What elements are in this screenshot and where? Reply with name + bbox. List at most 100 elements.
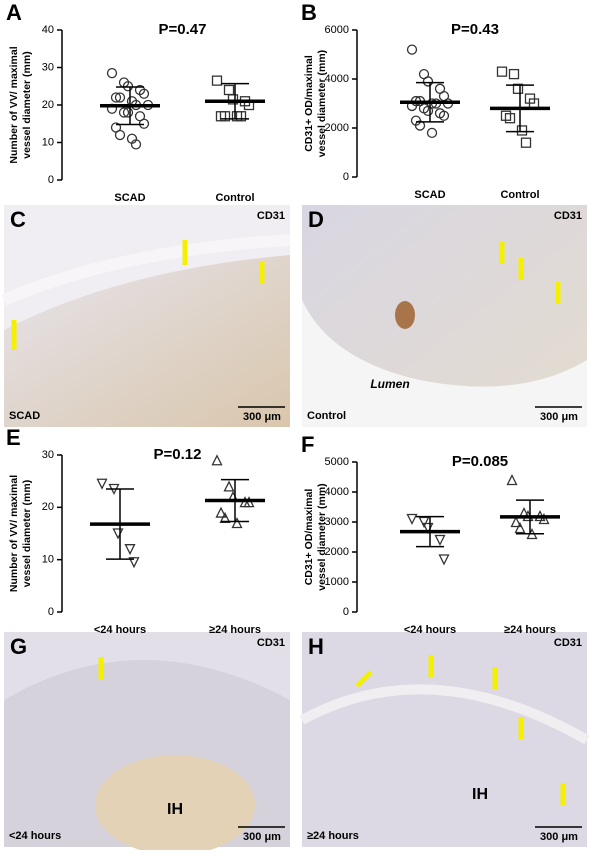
point xyxy=(406,513,418,525)
point xyxy=(434,534,446,546)
y-tick-label: 20 xyxy=(42,501,54,513)
annotation: P=0.12 xyxy=(154,446,202,463)
point xyxy=(496,66,508,77)
annotation: Lumen xyxy=(370,377,409,391)
point xyxy=(516,125,528,136)
panel-letter: D xyxy=(308,207,324,232)
y-axis-label: CD31+ OD/maximal xyxy=(303,489,315,586)
x-tick-label: SCAD xyxy=(414,189,445,201)
x-tick-label: ≥24 hours xyxy=(504,624,556,636)
point xyxy=(106,67,118,79)
y-axis-label: vessel diameter (mm) xyxy=(21,480,33,587)
annotation: IH xyxy=(167,801,183,818)
point xyxy=(506,474,518,486)
point xyxy=(512,83,524,94)
panel-letter: H xyxy=(308,634,324,659)
point xyxy=(110,92,122,103)
x-tick-label: <24 hours xyxy=(404,624,456,636)
condition-label: ≥24 hours xyxy=(307,830,359,842)
annotation: P=0.47 xyxy=(159,21,207,38)
y-tick-label: 0 xyxy=(343,171,349,183)
panel-letter: F xyxy=(301,432,314,457)
point xyxy=(538,513,550,525)
point xyxy=(227,94,239,105)
point xyxy=(223,84,235,96)
x-tick-label: Control xyxy=(500,189,539,201)
point xyxy=(514,522,526,534)
point xyxy=(118,107,130,118)
point xyxy=(422,105,434,116)
scale-label: 300 μm xyxy=(540,411,578,423)
point xyxy=(96,478,108,490)
condition-label: Control xyxy=(307,410,346,422)
y-tick-label: 1000 xyxy=(325,576,349,588)
point xyxy=(112,528,124,540)
panel-letter: C xyxy=(10,207,26,232)
panel-letter: G xyxy=(10,634,27,659)
scale-label: 300 μm xyxy=(540,831,578,843)
micrograph-g xyxy=(4,632,290,855)
y-tick-label: 0 xyxy=(48,174,54,186)
point xyxy=(223,480,235,492)
micrograph-h xyxy=(299,632,590,847)
point xyxy=(211,454,223,466)
y-tick-label: 30 xyxy=(42,61,54,73)
point xyxy=(426,127,438,139)
point xyxy=(422,76,434,87)
point xyxy=(418,516,430,528)
point xyxy=(114,129,126,141)
point xyxy=(231,517,243,529)
point xyxy=(124,544,136,556)
point xyxy=(406,44,418,55)
point xyxy=(235,111,247,122)
annotation: P=0.43 xyxy=(451,21,499,38)
y-tick-label: 4000 xyxy=(325,486,349,498)
condition-label: <24 hours xyxy=(9,830,61,842)
x-tick-label: ≥24 hours xyxy=(209,624,261,636)
panel-letter: A xyxy=(6,0,22,25)
y-tick-label: 4000 xyxy=(325,73,349,85)
scale-label: 300 μm xyxy=(243,831,281,843)
stain-label: CD31 xyxy=(554,210,582,222)
point xyxy=(438,554,450,566)
x-tick-label: <24 hours xyxy=(94,624,146,636)
point xyxy=(414,120,426,131)
y-axis-label: vessel diameter (mm) xyxy=(21,51,33,158)
annotation: IH xyxy=(472,786,488,803)
y-tick-label: 6000 xyxy=(325,24,349,36)
stain-label: CD31 xyxy=(257,210,285,222)
condition-label: SCAD xyxy=(9,410,40,422)
micrograph-c xyxy=(1,205,291,427)
panel-letter: B xyxy=(301,0,317,25)
x-tick-label: SCAD xyxy=(114,192,145,204)
y-tick-label: 3000 xyxy=(325,516,349,528)
y-tick-label: 0 xyxy=(48,606,54,618)
point xyxy=(219,511,231,523)
y-axis-label: CD31+ OD/maximal xyxy=(303,55,315,152)
annotation: P=0.085 xyxy=(452,453,508,470)
panel-letter: E xyxy=(6,425,21,450)
point xyxy=(520,137,532,148)
point xyxy=(122,107,134,118)
point xyxy=(130,139,142,150)
micrograph-d xyxy=(302,205,587,427)
y-tick-label: 10 xyxy=(42,554,54,566)
point xyxy=(508,68,520,80)
y-tick-label: 5000 xyxy=(325,456,349,468)
point xyxy=(211,75,223,86)
y-tick-label: 10 xyxy=(42,136,54,148)
point xyxy=(438,110,450,121)
y-tick-label: 30 xyxy=(42,449,54,461)
y-axis-label: vessel diameter (mm) xyxy=(316,50,328,157)
y-tick-label: 40 xyxy=(42,24,54,36)
y-axis-label: vessel diameter (mm) xyxy=(316,483,328,590)
point xyxy=(128,557,140,569)
scale-label: 300 μm xyxy=(243,411,281,423)
point xyxy=(215,506,227,518)
y-tick-label: 0 xyxy=(343,606,349,618)
stain-label: CD31 xyxy=(257,637,285,649)
point xyxy=(114,92,126,103)
point xyxy=(138,88,150,99)
y-axis-label: Number of VV/ maximal xyxy=(8,46,20,163)
